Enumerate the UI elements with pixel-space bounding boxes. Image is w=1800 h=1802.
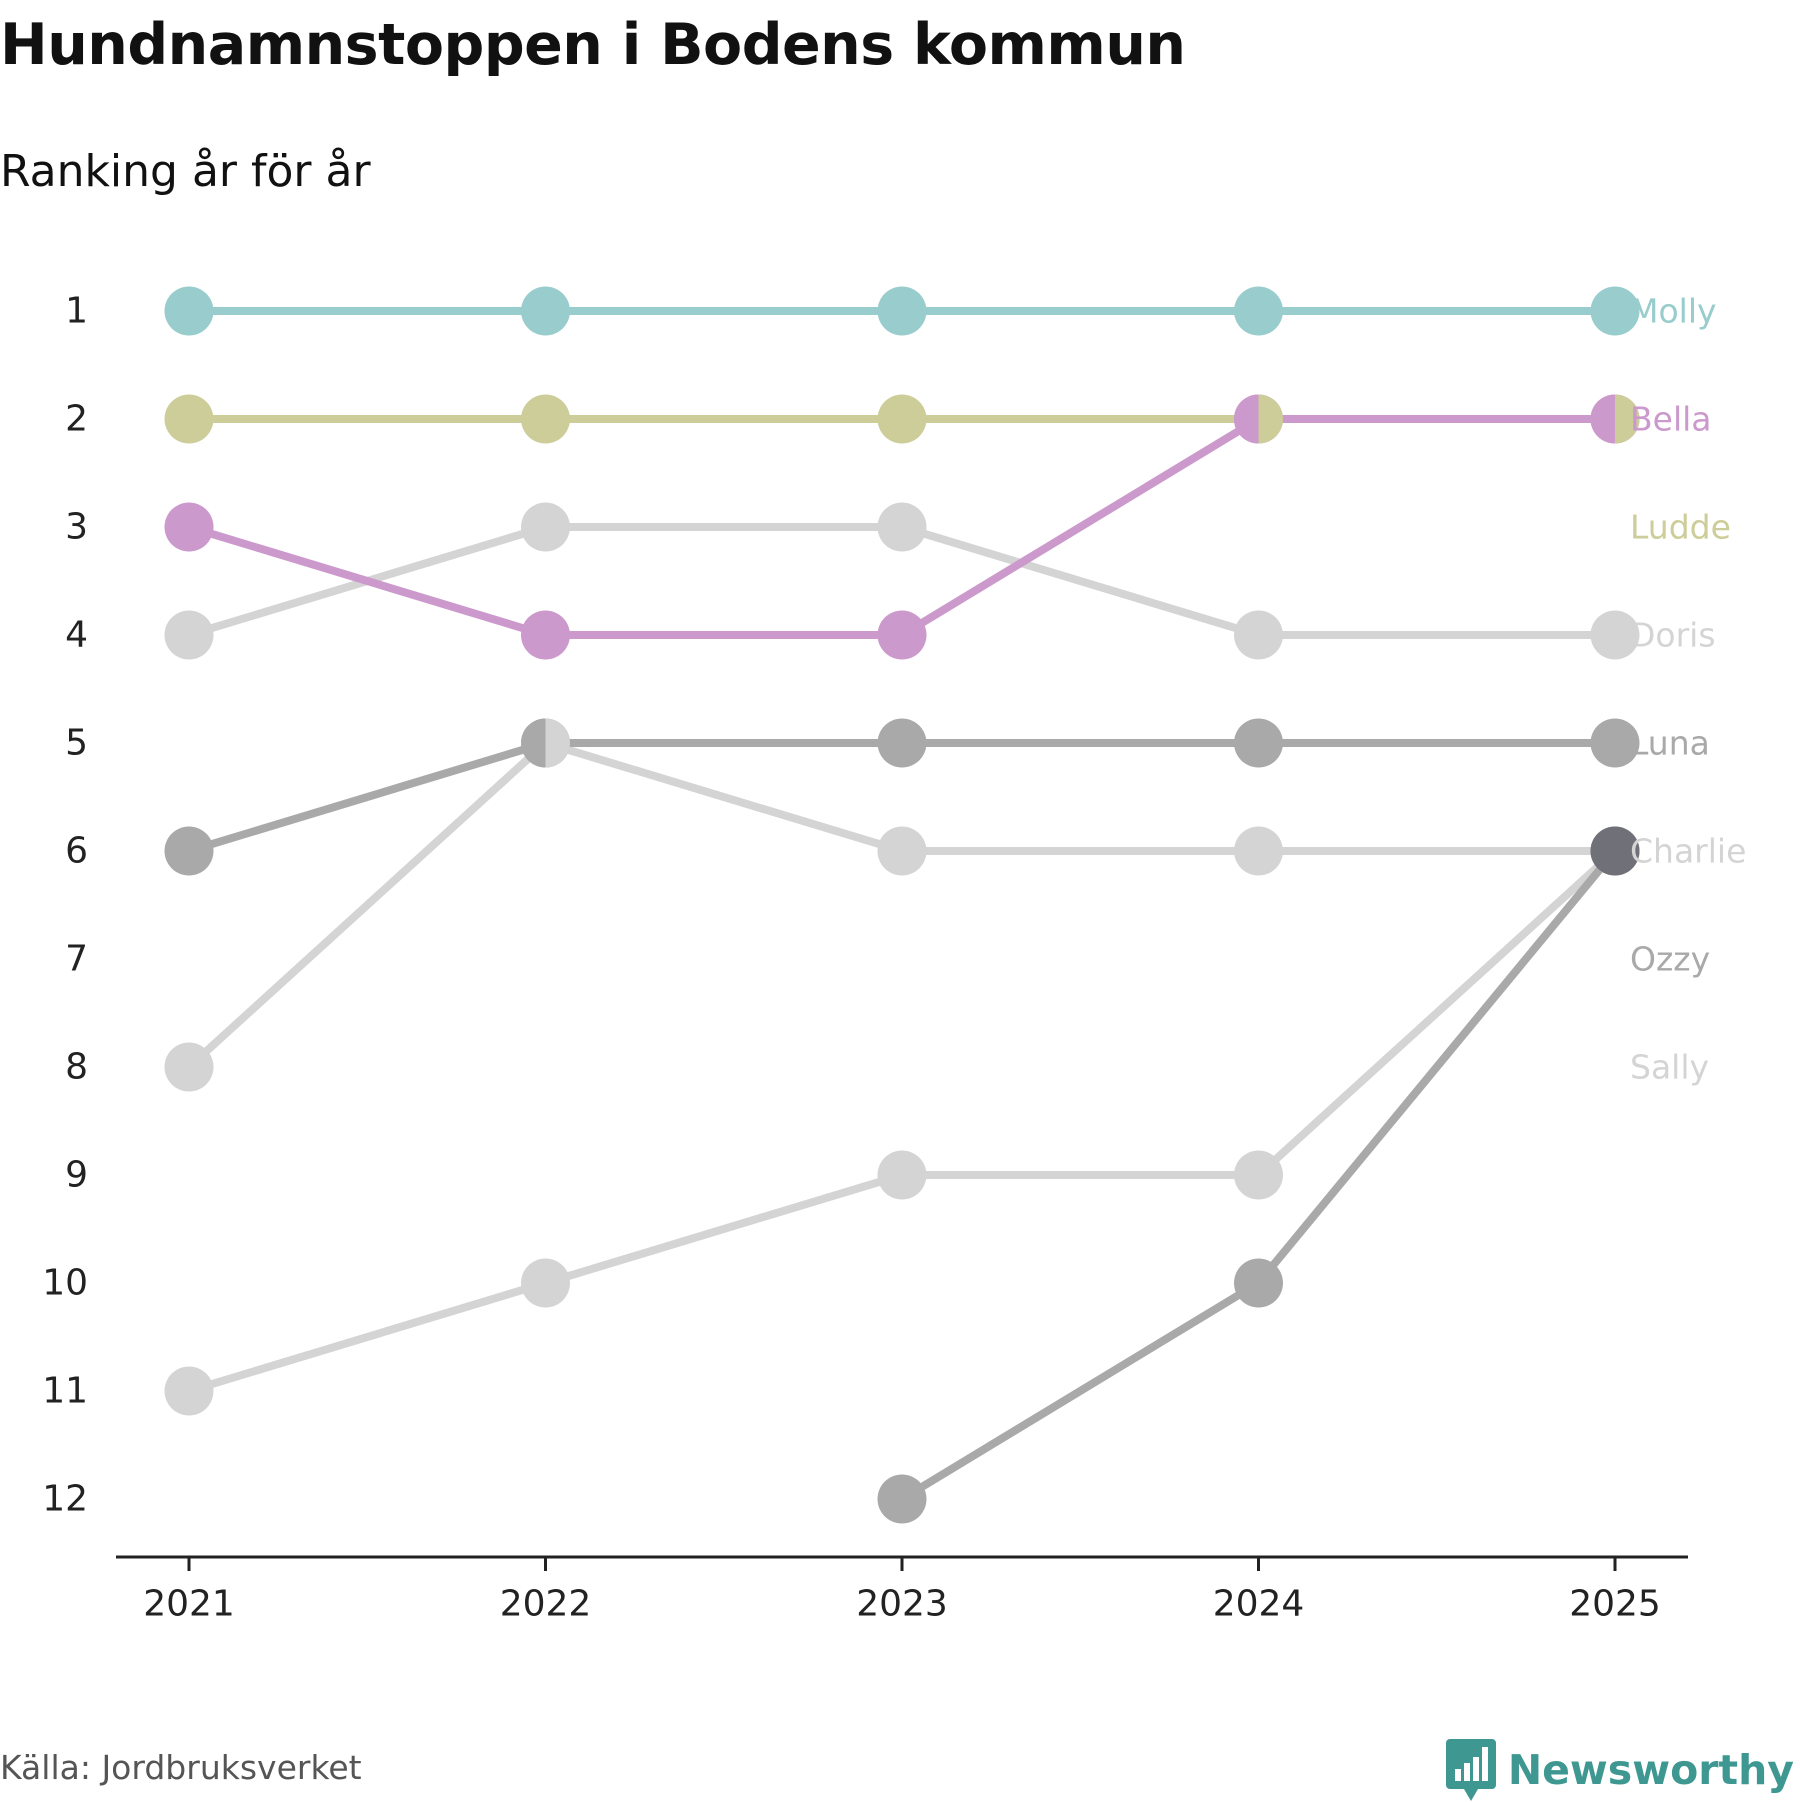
series-lines [185,307,1619,1503]
point-sally-2024 [1234,826,1283,876]
y-tick-label: 9 [65,1155,88,1196]
point-luna-2023 [877,718,927,768]
x-axis: 2021 2022 2023 2024 2025 [116,1555,1688,1625]
point-charlie-2024 [1234,1150,1283,1200]
y-tick-label: 11 [42,1371,88,1412]
shared-point-luna-sally-2022-left-half [521,718,546,768]
chart-title: Hundnamnstoppen i Bodens kommun [0,12,1186,78]
point-luna-2021 [164,826,214,876]
x-tick-label: 2025 [1569,1584,1661,1625]
y-tick-label: 10 [42,1263,88,1304]
point-bella-2022 [521,610,570,660]
point-molly-2025 [1590,286,1640,336]
shared-point-bella-ludde-2024-left-half [1234,394,1259,444]
y-tick-label: 1 [65,291,88,332]
brand-name: Newsworthy [1507,1746,1794,1794]
point-doris-2022 [521,502,570,552]
shared-point-bella-ludde-2025-left-half [1590,394,1615,444]
point-doris-2025 [1590,610,1640,660]
y-tick-label: 6 [65,831,88,872]
point-luna-2024 [1234,718,1283,768]
point-ozzy-2024 [1234,1258,1283,1308]
point-doris-2021 [164,610,214,660]
series-label-luna: Luna [1630,724,1710,763]
point-ludde-2023 [877,394,927,444]
series-label-ludde: Ludde [1630,508,1731,547]
point-charlie-2023 [877,1150,927,1200]
y-tick-label: 3 [65,507,88,548]
bump-chart: Charlie Sally Doris Ozzy Luna Ludde Bella Molly… [42,286,1746,1625]
shared-point-bella-ludde-2024-right-half [1258,394,1283,444]
point-sally-2023 [877,826,927,876]
point-molly-2023 [877,286,927,336]
series-label-doris: Doris [1630,616,1716,655]
x-tick-label: 2023 [856,1584,948,1625]
y-tick-label: 2 [65,399,88,440]
series-line-sally [185,739,1619,1071]
point-molly-2021 [164,286,214,336]
series-labels: Charlie Sally Doris Ozzy Luna Ludde Bella Molly [1630,292,1746,1087]
point-doris-2023 [877,502,927,552]
point-molly-2024 [1234,286,1283,336]
y-tick-label: 4 [65,615,88,656]
shared-point-bella-ludde-2024 [1234,394,1283,444]
y-tick-label: 12 [42,1479,88,1520]
point-ozzy-2023 [877,1474,927,1524]
shared-point-bella-ludde-2025 [1590,394,1640,444]
point-bella-2021 [164,502,214,552]
series-label-sally: Sally [1630,1048,1709,1087]
series-points [164,286,1640,1524]
shared-point-charlie-sally-ozzy-2025 [1590,826,1640,876]
point-molly-2022 [521,286,570,336]
series-label-charlie: Charlie [1630,832,1746,871]
shared-point-luna-sally-2022-right-half [545,718,570,768]
series-label-bella: Bella [1630,400,1712,439]
chart-subtitle: Ranking år för år [0,146,371,197]
point-bella-2023 [877,610,927,660]
series-label-molly: Molly [1630,292,1717,331]
series-line-charlie [185,847,1619,1395]
point-doris-2024 [1234,610,1283,660]
point-ludde-2022 [521,394,570,444]
bar-chart-speech-bubble-icon [1445,1739,1496,1801]
y-tick-label: 8 [65,1047,88,1088]
shared-point-bella-ludde-2025-right-half [1615,394,1640,444]
point-luna-2025 [1590,718,1640,768]
y-tick-label: 5 [65,723,88,764]
point-charlie-2022 [521,1258,570,1308]
point-ludde-2021 [164,394,214,444]
brand-logo: Newsworthy [1445,1738,1794,1802]
x-tick-label: 2021 [143,1584,235,1625]
x-tick-label: 2022 [500,1584,592,1625]
source-note: Källa: Jordbruksverket [0,1748,362,1787]
point-charlie-2021 [164,1366,214,1416]
series-label-ozzy: Ozzy [1630,940,1710,979]
y-tick-label: 7 [65,939,88,980]
x-tick-label: 2024 [1213,1584,1305,1625]
shared-point-luna-sally-2022 [521,718,570,768]
point-sally-2021 [164,1042,214,1092]
